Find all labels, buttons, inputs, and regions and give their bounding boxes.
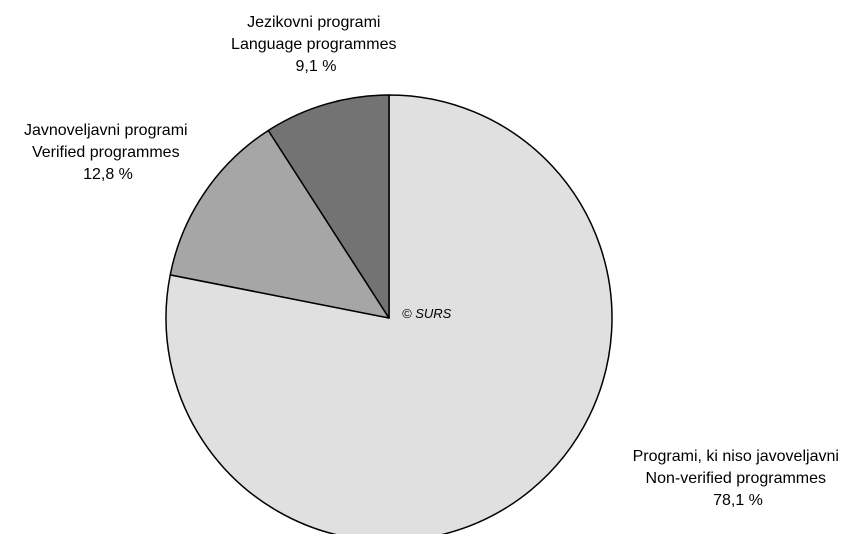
slice-label-nonverified: Programi, ki niso javoveljavni Non-verif… [633,448,844,509]
slice-label-verified-sl: Javnoveljavni programi [24,122,188,139]
slice-label-verified-en: Verified programmes [32,144,180,161]
slice-label-language-en: Language programmes [231,36,396,53]
slice-label-verified-value: 12,8 % [83,166,133,183]
slice-label-language-value: 9,1 % [296,58,337,75]
slice-label-nonverified-sl: Programi, ki niso javoveljavni [633,448,839,465]
slice-verified [169,129,390,319]
slice-language [267,94,390,319]
watermark-label: © SURS [402,306,452,321]
slice-label-verified: Javnoveljavni programi Verified programm… [24,122,192,183]
slice-label-language-sl: Jezikovni programi [247,14,380,31]
pie-slices [165,94,613,534]
slice-label-nonverified-en: Non-verified programmes [646,470,827,487]
slice-label-nonverified-value: 78,1 % [713,492,763,509]
slice-label-language: Jezikovni programi Language programmes 9… [231,14,401,75]
